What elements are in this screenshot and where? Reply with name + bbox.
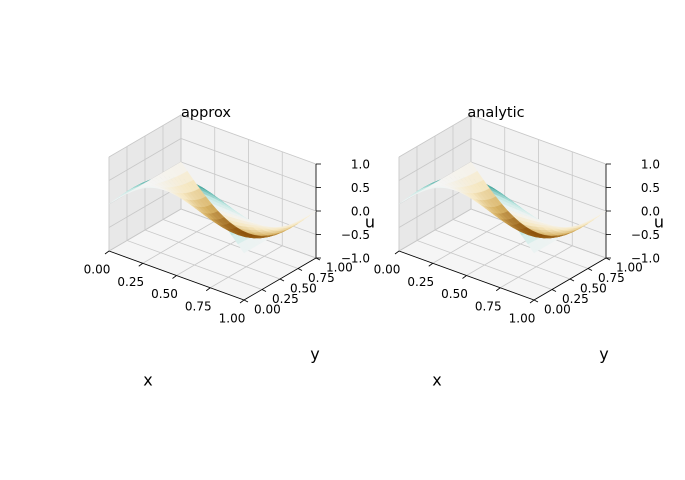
y-tick <box>297 268 303 271</box>
x-tick <box>172 275 177 279</box>
x-tick <box>529 299 535 304</box>
z-tick-label: 0.0 <box>351 205 370 219</box>
z-tick-label: −0.5 <box>631 228 660 242</box>
y-tick-label: 0.00 <box>544 303 571 317</box>
x-tick <box>104 250 110 255</box>
y-tick-label: 0.75 <box>308 271 335 285</box>
y-tick <box>533 299 539 303</box>
y-tick <box>551 289 557 292</box>
y-tick <box>279 278 285 282</box>
y-tick-label: 0.00 <box>254 303 281 317</box>
surface <box>108 161 317 254</box>
x-tick-label: 0.25 <box>117 275 144 289</box>
x-tick-label: 0.75 <box>185 299 212 313</box>
x-tick <box>428 262 433 267</box>
x-tick <box>394 250 400 255</box>
z-tick-label: 0.5 <box>351 181 370 195</box>
y-axis-label: y <box>599 345 608 364</box>
x-tick-label: 0.00 <box>84 263 111 277</box>
x-tick <box>496 287 501 292</box>
x-tick-label: 0.50 <box>151 287 178 301</box>
x-tick <box>138 262 143 267</box>
y-tick-label: 0.50 <box>580 282 607 296</box>
z-axis-label: u <box>654 213 664 232</box>
subplot-approx: 0.000.250.500.751.000.000.250.500.751.00… <box>84 105 375 390</box>
subplot-title: analytic <box>467 105 524 121</box>
surface-patch <box>177 161 188 174</box>
y-axis-label: y <box>310 345 319 364</box>
surface <box>398 161 607 254</box>
x-tick-label: 1.00 <box>219 312 246 326</box>
x-tick-label: 1.00 <box>509 312 536 326</box>
grid-line-z <box>398 114 607 165</box>
z-axis-label: u <box>365 213 375 232</box>
y-tick <box>243 299 249 303</box>
y-tick-label: 1.00 <box>326 261 353 275</box>
grid-line-z <box>108 114 317 165</box>
z-tick-label: 1.0 <box>641 158 660 172</box>
y-tick-label: 0.25 <box>562 292 589 306</box>
x-tick <box>462 275 467 279</box>
grid-line-z <box>398 138 607 188</box>
subplot-analytic: 0.000.250.500.751.000.000.250.500.751.00… <box>374 105 664 390</box>
x-tick <box>239 299 245 304</box>
y-tick-label: 0.75 <box>598 271 625 285</box>
z-tick-label: −1.0 <box>631 252 660 266</box>
grid-line-z <box>108 138 317 188</box>
z-tick-label: 0.5 <box>641 181 660 195</box>
y-tick-label: 1.00 <box>616 261 643 275</box>
z-tick-label: 1.0 <box>351 158 370 172</box>
grid-line-z <box>108 208 317 259</box>
x-tick-label: 0.25 <box>407 275 434 289</box>
x-axis-label: x <box>143 371 152 390</box>
y-tick-label: 0.50 <box>290 282 317 296</box>
y-tick-label: 0.25 <box>272 292 299 306</box>
subplot-title: approx <box>181 105 231 121</box>
x-tick <box>206 287 211 292</box>
surface-patch <box>467 161 478 174</box>
y-tick <box>261 289 267 292</box>
grid-line-z <box>398 208 607 259</box>
y-tick <box>569 278 575 282</box>
y-tick <box>587 268 593 271</box>
z-tick-label: −0.5 <box>341 228 370 242</box>
x-axis-label: x <box>432 371 441 390</box>
x-tick-label: 0.75 <box>475 299 502 313</box>
x-tick-label: 0.00 <box>374 263 401 277</box>
x-tick-label: 0.50 <box>441 287 468 301</box>
z-tick-label: 0.0 <box>641 205 660 219</box>
z-tick-label: −1.0 <box>341 252 370 266</box>
